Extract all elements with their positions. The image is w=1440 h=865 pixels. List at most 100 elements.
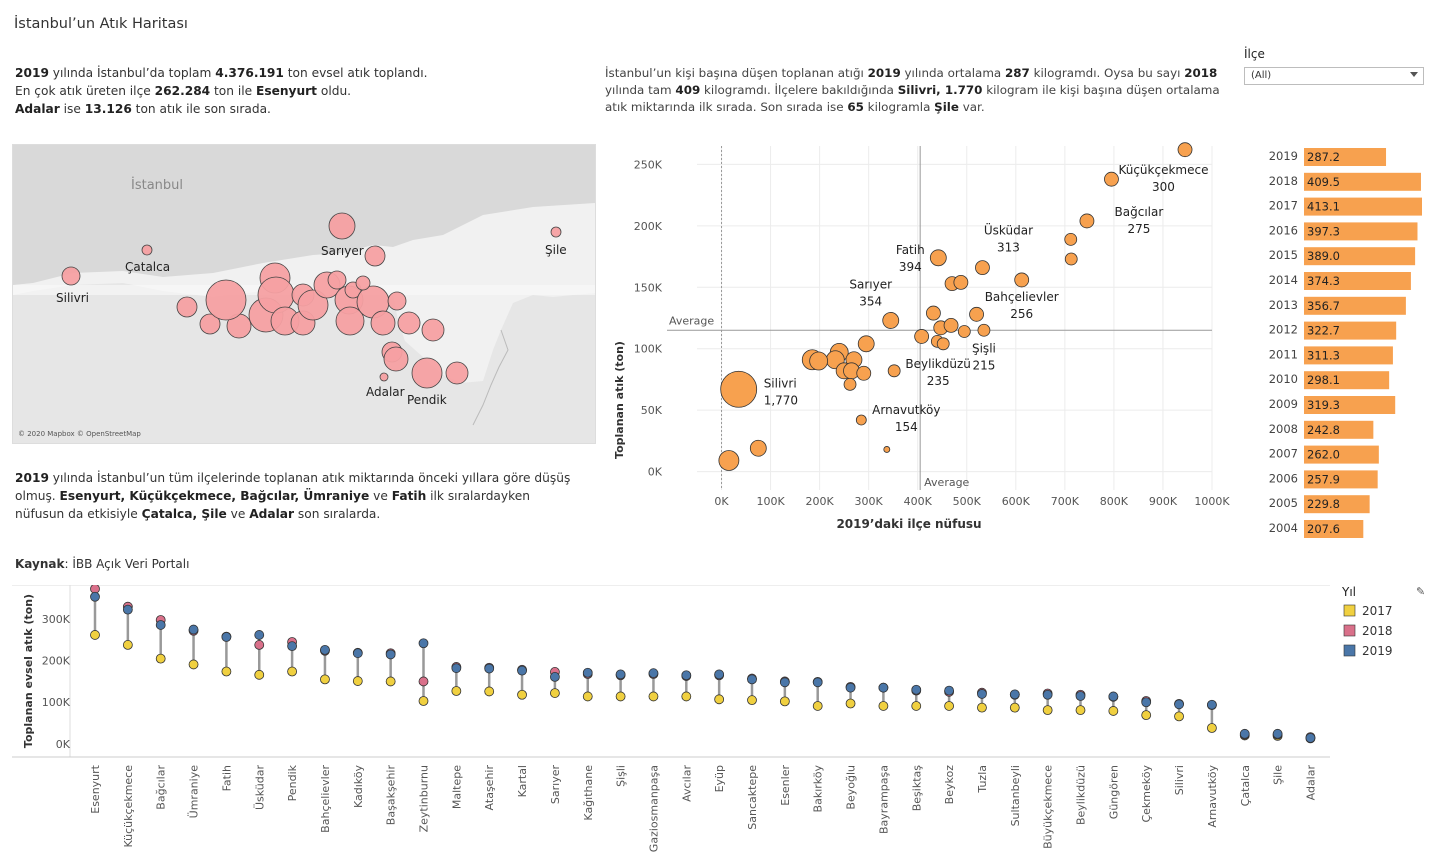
dot-point-2017[interactable] <box>1174 699 1184 710</box>
per-capita-bar[interactable] <box>1304 247 1416 266</box>
per-capita-bar[interactable] <box>1304 346 1393 365</box>
dot-point-2017[interactable] <box>615 669 626 680</box>
dot-point-2019[interactable] <box>582 691 593 702</box>
dot-point-2017[interactable] <box>287 641 298 652</box>
dot-point-2017[interactable] <box>1075 691 1086 701</box>
map-district-bubble[interactable] <box>61 266 81 286</box>
dot-point-2019[interactable] <box>681 691 692 702</box>
scatter-point[interactable] <box>943 317 959 333</box>
scatter-point[interactable] <box>855 414 867 426</box>
dot-point-2017[interactable] <box>1141 697 1152 708</box>
dot-point-2019[interactable] <box>1207 723 1217 733</box>
scatter-point[interactable] <box>720 370 758 408</box>
dot-point-2019[interactable] <box>911 701 922 711</box>
scatter-point[interactable] <box>857 335 875 353</box>
per-capita-bar[interactable] <box>1304 445 1379 464</box>
dot-point-2019[interactable] <box>484 686 495 697</box>
scatter-point[interactable] <box>882 312 900 329</box>
district-filter-dropdown[interactable]: (All) <box>1244 67 1424 85</box>
map-district-bubble[interactable] <box>383 346 409 372</box>
dot-point-2018[interactable] <box>418 676 429 687</box>
dot-point-2019[interactable] <box>517 689 527 700</box>
dot-point-2019[interactable] <box>944 701 954 711</box>
scatter-point[interactable] <box>749 439 767 457</box>
dot-point-2017[interactable] <box>977 689 987 699</box>
map-district-bubble[interactable] <box>355 275 371 291</box>
map-district-bubble[interactable] <box>328 212 356 240</box>
per-capita-bar[interactable] <box>1304 420 1374 439</box>
scatter-point[interactable] <box>977 323 991 337</box>
scatter-point[interactable] <box>969 306 984 322</box>
dot-point-2019[interactable] <box>648 691 659 702</box>
dot-point-2019[interactable] <box>615 691 626 702</box>
scatter-point[interactable] <box>883 446 891 453</box>
dot-point-2017[interactable] <box>1207 699 1217 710</box>
scatter-point[interactable] <box>843 377 857 391</box>
dot-point-2019[interactable] <box>812 701 823 711</box>
dot-point-2017[interactable] <box>352 648 363 659</box>
per-capita-bar[interactable] <box>1304 396 1396 414</box>
map-district-bubble[interactable] <box>297 289 329 321</box>
dot-point-2019[interactable] <box>451 686 462 696</box>
dot-point-2019[interactable] <box>155 653 166 664</box>
dot-point-2017[interactable] <box>254 630 265 640</box>
dot-point-2017[interactable] <box>944 685 954 696</box>
scatter-chart[interactable]: Average Average Silivri 1,770 Küçükçekmece 3… <box>600 140 1230 540</box>
dot-point-2017[interactable] <box>648 668 659 679</box>
per-capita-bar[interactable] <box>1304 172 1421 191</box>
dot-point-2017[interactable] <box>90 591 100 602</box>
map-district-bubble[interactable] <box>335 306 365 336</box>
dot-point-2019[interactable] <box>1141 710 1152 721</box>
scatter-point[interactable] <box>1104 171 1119 187</box>
map-district-bubble[interactable] <box>550 226 562 238</box>
dot-point-2019[interactable] <box>1108 706 1119 716</box>
dot-point-2017[interactable] <box>418 638 429 649</box>
dot-point-2019[interactable] <box>1174 711 1184 722</box>
per-capita-bar-chart[interactable]: 2019 287.2 2018 409.5 2017 413.1 2016 397.3 2015… <box>1262 144 1432 539</box>
per-capita-bar[interactable] <box>1304 470 1378 489</box>
edit-icon[interactable]: ✎ <box>1416 585 1426 598</box>
dot-point-2019[interactable] <box>254 669 265 680</box>
dot-point-2019[interactable] <box>385 676 396 687</box>
map-district-bubble[interactable] <box>445 361 469 385</box>
scatter-point[interactable] <box>1079 213 1095 229</box>
scatter-point[interactable] <box>926 305 941 321</box>
scatter-point[interactable] <box>856 365 872 381</box>
dot-point-2019[interactable] <box>352 676 363 686</box>
dot-point-2017[interactable] <box>1239 728 1250 739</box>
dot-point-2019[interactable] <box>90 630 100 640</box>
dot-point-2019[interactable] <box>977 702 987 713</box>
legend-swatch[interactable] <box>1343 604 1356 617</box>
per-capita-bar[interactable] <box>1304 371 1390 390</box>
dot-point-2017[interactable] <box>451 663 462 674</box>
dot-point-2017[interactable] <box>1042 689 1053 700</box>
dot-point-2019[interactable] <box>1009 702 1020 713</box>
dot-point-2017[interactable] <box>155 620 166 630</box>
dot-point-2017[interactable] <box>681 670 692 681</box>
per-capita-bar[interactable] <box>1304 272 1411 290</box>
dot-point-2019[interactable] <box>747 695 757 706</box>
dot-point-2019[interactable] <box>1042 705 1053 716</box>
dot-point-2019[interactable] <box>320 674 330 685</box>
scatter-point[interactable] <box>809 351 829 371</box>
scatter-point[interactable] <box>914 329 930 344</box>
dot-point-2017[interactable] <box>1272 728 1283 739</box>
dot-point-2017[interactable] <box>1305 733 1316 743</box>
year-legend[interactable]: 2017 2018 2019 <box>1340 600 1430 665</box>
legend-swatch[interactable] <box>1343 644 1356 657</box>
district-dot-chart[interactable]: 0K 100K 200K 300K Esenyurt Küçükçekmece Bağcı… <box>12 585 1330 865</box>
map-district-bubble[interactable] <box>370 310 396 336</box>
map-district-bubble[interactable] <box>364 245 386 267</box>
dot-point-2017[interactable] <box>878 682 889 693</box>
dot-point-2017[interactable] <box>911 684 922 695</box>
scatter-point[interactable] <box>975 260 990 276</box>
map-district-bubble[interactable] <box>421 318 445 342</box>
dot-point-2017[interactable] <box>845 682 856 693</box>
dot-point-2017[interactable] <box>484 663 495 674</box>
map-district-bubble[interactable] <box>397 311 421 335</box>
legend-swatch[interactable] <box>1343 624 1356 637</box>
scatter-point[interactable] <box>1064 252 1078 266</box>
dot-point-2017[interactable] <box>320 644 330 655</box>
dot-point-2018[interactable] <box>254 640 265 650</box>
per-capita-bar[interactable] <box>1304 222 1418 241</box>
